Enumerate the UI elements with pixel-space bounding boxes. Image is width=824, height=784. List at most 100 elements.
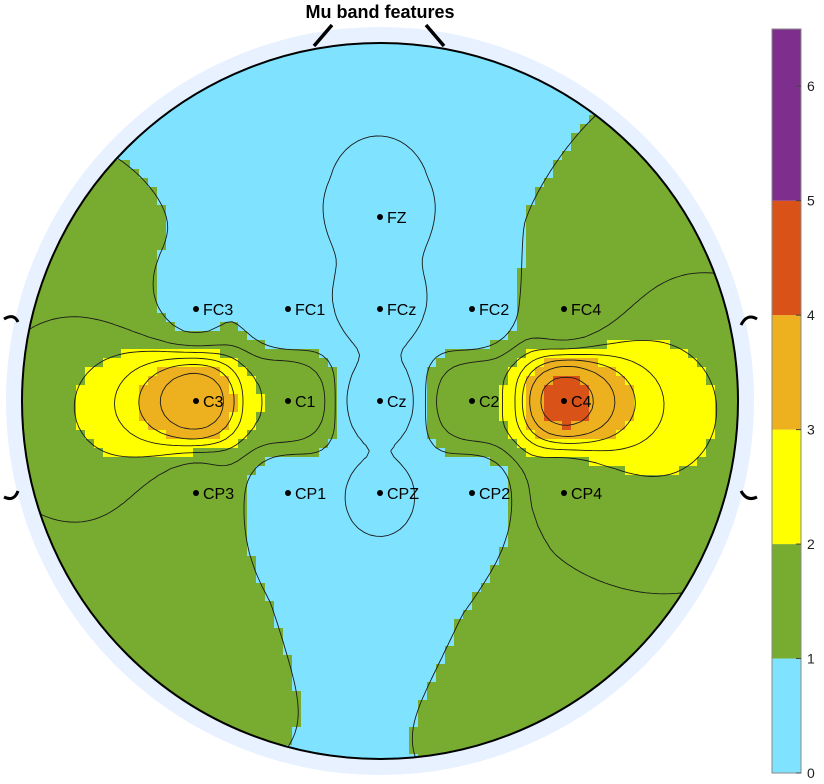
heatmap-cell xyxy=(436,457,446,467)
heatmap-cell xyxy=(238,700,248,710)
heatmap-cell xyxy=(544,394,554,404)
heatmap-cell xyxy=(166,160,176,170)
heatmap-cell xyxy=(346,106,356,116)
heatmap-cell xyxy=(292,529,302,539)
heatmap-cell xyxy=(112,574,122,584)
heatmap-cell xyxy=(688,493,698,503)
heatmap-cell xyxy=(382,691,392,701)
heatmap-cell xyxy=(472,187,482,197)
heatmap-cell xyxy=(319,574,329,584)
heatmap-cell xyxy=(346,376,356,386)
heatmap-cell xyxy=(463,61,473,71)
heatmap-cell xyxy=(166,547,176,557)
heatmap-cell xyxy=(76,349,86,359)
heatmap-cell xyxy=(643,169,653,179)
heatmap-cell xyxy=(418,601,428,611)
heatmap-cell xyxy=(193,601,203,611)
heatmap-cell xyxy=(427,97,437,107)
heatmap-cell xyxy=(454,520,464,530)
heatmap-cell xyxy=(328,232,338,242)
heatmap-cell xyxy=(211,268,221,278)
heatmap-cell xyxy=(553,466,563,476)
heatmap-cell xyxy=(643,214,653,224)
heatmap-cell xyxy=(571,322,581,332)
heatmap-cell xyxy=(373,187,383,197)
heatmap-cell xyxy=(49,322,59,332)
heatmap-cell xyxy=(571,601,581,611)
heatmap-cell xyxy=(157,322,167,332)
heatmap-cell xyxy=(427,295,437,305)
heatmap-cell xyxy=(517,169,527,179)
heatmap-cell xyxy=(112,547,122,557)
heatmap-cell xyxy=(148,205,158,215)
heatmap-cell xyxy=(490,367,500,377)
heatmap-cell xyxy=(580,160,590,170)
heatmap-cell xyxy=(616,241,626,251)
heatmap-cell xyxy=(346,493,356,503)
heatmap-cell xyxy=(229,250,239,260)
heatmap-cell xyxy=(301,340,311,350)
heatmap-cell xyxy=(598,223,608,233)
heatmap-cell xyxy=(346,448,356,458)
heatmap-cell xyxy=(661,439,671,449)
heatmap-cell xyxy=(193,385,203,395)
heatmap-cell xyxy=(445,394,455,404)
heatmap-cell xyxy=(652,466,662,476)
heatmap-cell xyxy=(553,223,563,233)
heatmap-cell xyxy=(472,376,482,386)
heatmap-cell xyxy=(301,313,311,323)
heatmap-cell xyxy=(427,88,437,98)
heatmap-cell xyxy=(670,493,680,503)
heatmap-cell xyxy=(454,79,464,89)
heatmap-cell xyxy=(481,394,491,404)
heatmap-cell xyxy=(58,475,68,485)
heatmap-cell xyxy=(706,511,716,521)
heatmap-cell xyxy=(58,250,68,260)
heatmap-cell xyxy=(184,394,194,404)
heatmap-cell xyxy=(535,376,545,386)
heatmap-cell xyxy=(607,331,617,341)
heatmap-cell xyxy=(481,322,491,332)
heatmap-cell xyxy=(310,439,320,449)
heatmap-cell xyxy=(598,583,608,593)
heatmap-cell xyxy=(211,691,221,701)
heatmap-cell xyxy=(373,124,383,134)
heatmap-cell xyxy=(409,133,419,143)
heatmap-cell xyxy=(184,484,194,494)
heatmap-cell xyxy=(436,340,446,350)
heatmap-cell xyxy=(256,556,266,566)
heatmap-cell xyxy=(229,160,239,170)
heatmap-cell xyxy=(157,538,167,548)
heatmap-cell xyxy=(517,349,527,359)
heatmap-cell xyxy=(193,277,203,287)
heatmap-cell xyxy=(517,421,527,431)
heatmap-cell xyxy=(355,547,365,557)
heatmap-cell xyxy=(463,520,473,530)
heatmap-cell xyxy=(220,106,230,116)
heatmap-cell xyxy=(256,367,266,377)
heatmap-cell xyxy=(607,520,617,530)
heatmap-cell xyxy=(184,466,194,476)
heatmap-cell xyxy=(274,448,284,458)
heatmap-cell xyxy=(661,583,671,593)
heatmap-cell xyxy=(589,493,599,503)
heatmap-cell xyxy=(643,187,653,197)
heatmap-cell xyxy=(625,340,635,350)
heatmap-cell xyxy=(517,97,527,107)
heatmap-cell xyxy=(553,547,563,557)
heatmap-cell xyxy=(229,169,239,179)
heatmap-cell xyxy=(166,187,176,197)
heatmap-cell xyxy=(364,538,374,548)
heatmap-cell xyxy=(553,88,563,98)
heatmap-cell xyxy=(85,421,95,431)
heatmap-cell xyxy=(319,241,329,251)
heatmap-cell xyxy=(157,619,167,629)
heatmap-cell xyxy=(211,358,221,368)
heatmap-cell xyxy=(418,682,428,692)
heatmap-cell xyxy=(706,403,716,413)
heatmap-cell xyxy=(589,205,599,215)
heatmap-cell xyxy=(481,475,491,485)
heatmap-cell xyxy=(508,421,518,431)
heatmap-cell xyxy=(526,196,536,206)
heatmap-cell xyxy=(463,178,473,188)
